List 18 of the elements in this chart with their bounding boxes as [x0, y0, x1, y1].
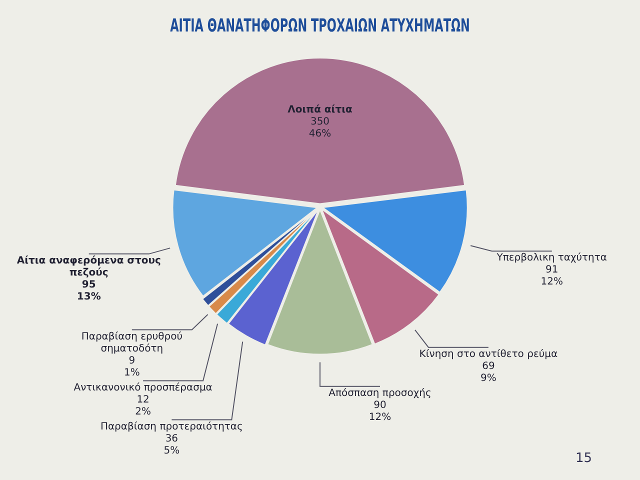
- slice-label: Παραβίαση προτεραιότητας: [100, 421, 243, 432]
- text: 15: [575, 451, 592, 466]
- chart-title: ΑΙΤΙΑ ΘΑΝΑΤΗΦΟΡΩΝ ΤΡΟΧΑΙΩΝ ΑΤΥΧΗΜΑΤΩΝ: [170, 14, 470, 36]
- slice-label: Απόσπαση προσοχής: [328, 388, 432, 399]
- slice-label: Αίτια αναφερόμενα στους πεζούς: [16, 256, 161, 279]
- slice-label: Αντικανονικό προσπέρασμα: [74, 382, 213, 394]
- data-label: 91 12%: [540, 264, 564, 288]
- slice-label: Παραβίαση ερυθρού σηματοδότη: [81, 331, 183, 354]
- data-label: 9 1%: [124, 355, 140, 378]
- data-label: 95 13%: [76, 280, 101, 303]
- data-label: 36 5%: [164, 433, 180, 456]
- slice-label: Υπερβολικη ταχύτητα: [496, 252, 608, 264]
- data-label: 350 46%: [308, 116, 332, 140]
- data-label: 90 12%: [368, 400, 392, 423]
- data-label: 12 2%: [135, 394, 151, 418]
- data-label: 69 9%: [480, 360, 496, 384]
- slice-label: Λοιπά αίτια: [288, 104, 352, 116]
- slice-label: Κίνηση στο αντίθετο ρεύμα: [419, 348, 558, 360]
